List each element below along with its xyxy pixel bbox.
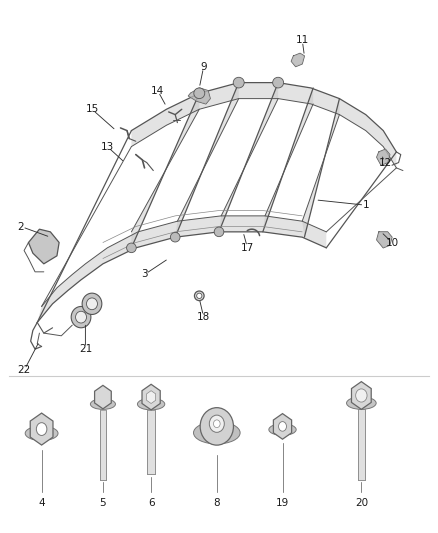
Text: 5: 5 [99, 498, 106, 508]
Ellipse shape [272, 77, 284, 88]
Text: 10: 10 [385, 238, 399, 247]
Polygon shape [142, 384, 160, 410]
Ellipse shape [194, 291, 204, 301]
Polygon shape [131, 93, 199, 248]
Polygon shape [263, 88, 313, 232]
Polygon shape [377, 149, 390, 165]
Polygon shape [273, 414, 292, 439]
Text: 18: 18 [197, 312, 210, 322]
Text: 22: 22 [18, 366, 31, 375]
Ellipse shape [170, 232, 180, 242]
Polygon shape [351, 382, 371, 409]
Ellipse shape [214, 227, 224, 237]
Ellipse shape [197, 293, 202, 298]
Polygon shape [100, 410, 106, 480]
Polygon shape [95, 385, 111, 409]
Ellipse shape [356, 389, 367, 402]
Ellipse shape [194, 88, 205, 99]
Polygon shape [358, 409, 365, 480]
Text: 13: 13 [101, 142, 114, 151]
Text: 11: 11 [296, 35, 309, 45]
Ellipse shape [233, 77, 244, 88]
Polygon shape [291, 53, 304, 67]
Ellipse shape [209, 415, 224, 432]
Text: 9: 9 [200, 62, 207, 71]
Ellipse shape [25, 426, 58, 440]
Polygon shape [302, 99, 339, 237]
Polygon shape [219, 83, 278, 232]
Polygon shape [131, 83, 396, 168]
Text: 20: 20 [355, 498, 368, 508]
Text: 15: 15 [85, 104, 99, 114]
Ellipse shape [269, 424, 296, 435]
Text: 17: 17 [241, 243, 254, 253]
Text: 21: 21 [79, 344, 92, 354]
Ellipse shape [279, 422, 286, 431]
Text: 12: 12 [379, 158, 392, 167]
Text: 3: 3 [141, 270, 148, 279]
Polygon shape [30, 413, 53, 445]
Ellipse shape [200, 408, 233, 445]
Text: 2: 2 [18, 222, 25, 231]
Text: 4: 4 [38, 498, 45, 508]
Ellipse shape [127, 243, 136, 253]
Polygon shape [147, 410, 155, 474]
Polygon shape [175, 83, 239, 237]
Polygon shape [147, 391, 155, 403]
Text: 8: 8 [213, 498, 220, 508]
Ellipse shape [213, 420, 220, 427]
Text: 1: 1 [362, 200, 369, 210]
Text: 14: 14 [151, 86, 164, 95]
Text: 6: 6 [148, 498, 155, 508]
Polygon shape [377, 232, 392, 248]
Ellipse shape [82, 293, 102, 314]
Polygon shape [188, 88, 210, 104]
Ellipse shape [76, 311, 86, 323]
Polygon shape [28, 229, 59, 264]
Text: 19: 19 [276, 498, 289, 508]
Ellipse shape [71, 306, 91, 328]
Ellipse shape [90, 399, 116, 409]
Ellipse shape [86, 298, 97, 310]
Ellipse shape [194, 422, 240, 444]
Ellipse shape [138, 398, 165, 410]
Ellipse shape [36, 423, 47, 435]
Polygon shape [37, 216, 326, 322]
Ellipse shape [346, 397, 376, 409]
